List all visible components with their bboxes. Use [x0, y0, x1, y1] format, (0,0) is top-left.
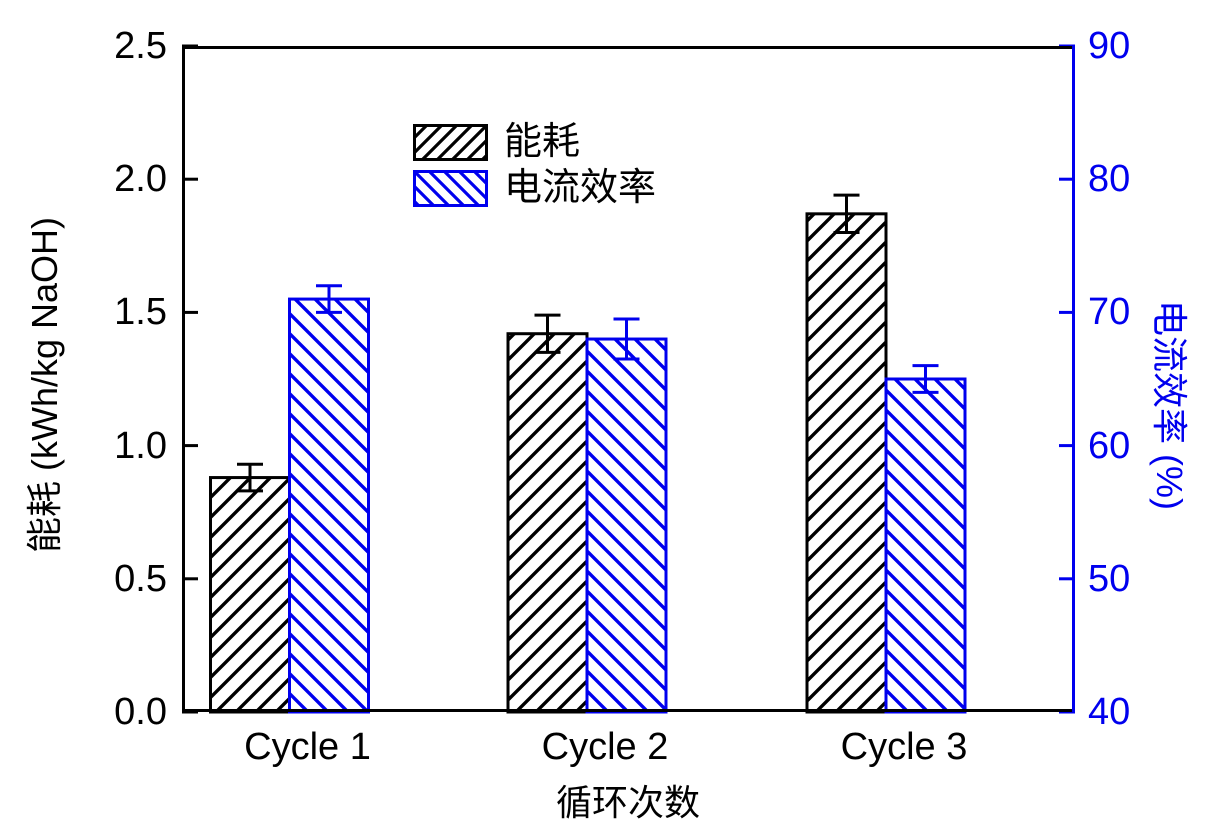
error-bar-efficiency-cycle1 — [316, 284, 342, 314]
right-axis-tick-label: 40 — [1088, 691, 1131, 733]
error-bar-energy-cycle1 — [237, 462, 263, 493]
x-axis-category-label: Cycle 2 — [541, 726, 669, 768]
left-axis-tick-label: 1.5 — [114, 291, 167, 334]
bar-efficiency-cycle2 — [585, 337, 668, 714]
x-axis-title: 循环次数 — [555, 782, 701, 823]
right-axis-tick-label: 60 — [1088, 424, 1131, 467]
legend-swatch-efficiency-hatch-icon — [413, 170, 488, 207]
legend: 能耗 电流效率 — [413, 121, 657, 216]
right-axis-tick-label: 80 — [1088, 158, 1131, 201]
legend-item-energy: 能耗 — [413, 121, 656, 163]
right-axis-tick-label: 50 — [1088, 557, 1131, 600]
bar-energy-cycle3 — [805, 212, 888, 714]
right-axis-tick-label: 70 — [1088, 291, 1131, 334]
left-axis-title: 能耗 (kWh/kg NaOH) — [24, 216, 65, 554]
error-bar-efficiency-cycle3 — [912, 364, 939, 394]
bar-efficiency-cycle3 — [884, 377, 967, 714]
x-axis-category-label: Cycle 3 — [840, 726, 968, 768]
left-axis-tick-label: 0.0 — [114, 691, 167, 733]
error-bar-energy-cycle3 — [833, 193, 860, 234]
error-bar-efficiency-cycle2 — [613, 317, 640, 361]
bar-efficiency-cycle1 — [288, 297, 370, 714]
plot-frame — [182, 46, 1075, 712]
x-axis-category-label: Cycle 1 — [244, 726, 371, 768]
legend-label-efficiency: 电流效率 — [504, 167, 657, 209]
bar-energy-cycle2 — [506, 332, 589, 714]
legend-label-energy: 能耗 — [504, 121, 581, 163]
left-axis-tick-label: 2.5 — [114, 25, 167, 67]
bar-energy-cycle1 — [209, 476, 291, 714]
left-axis-tick-label: 1.0 — [114, 424, 167, 467]
legend-swatch-energy-hatch-icon — [413, 124, 488, 161]
left-axis-tick-label: 0.5 — [114, 557, 167, 600]
error-bar-energy-cycle2 — [534, 313, 561, 354]
legend-item-efficiency: 电流效率 — [413, 167, 657, 209]
right-axis-tick-label: 90 — [1088, 25, 1131, 67]
left-axis-tick-label: 2.0 — [114, 158, 167, 201]
